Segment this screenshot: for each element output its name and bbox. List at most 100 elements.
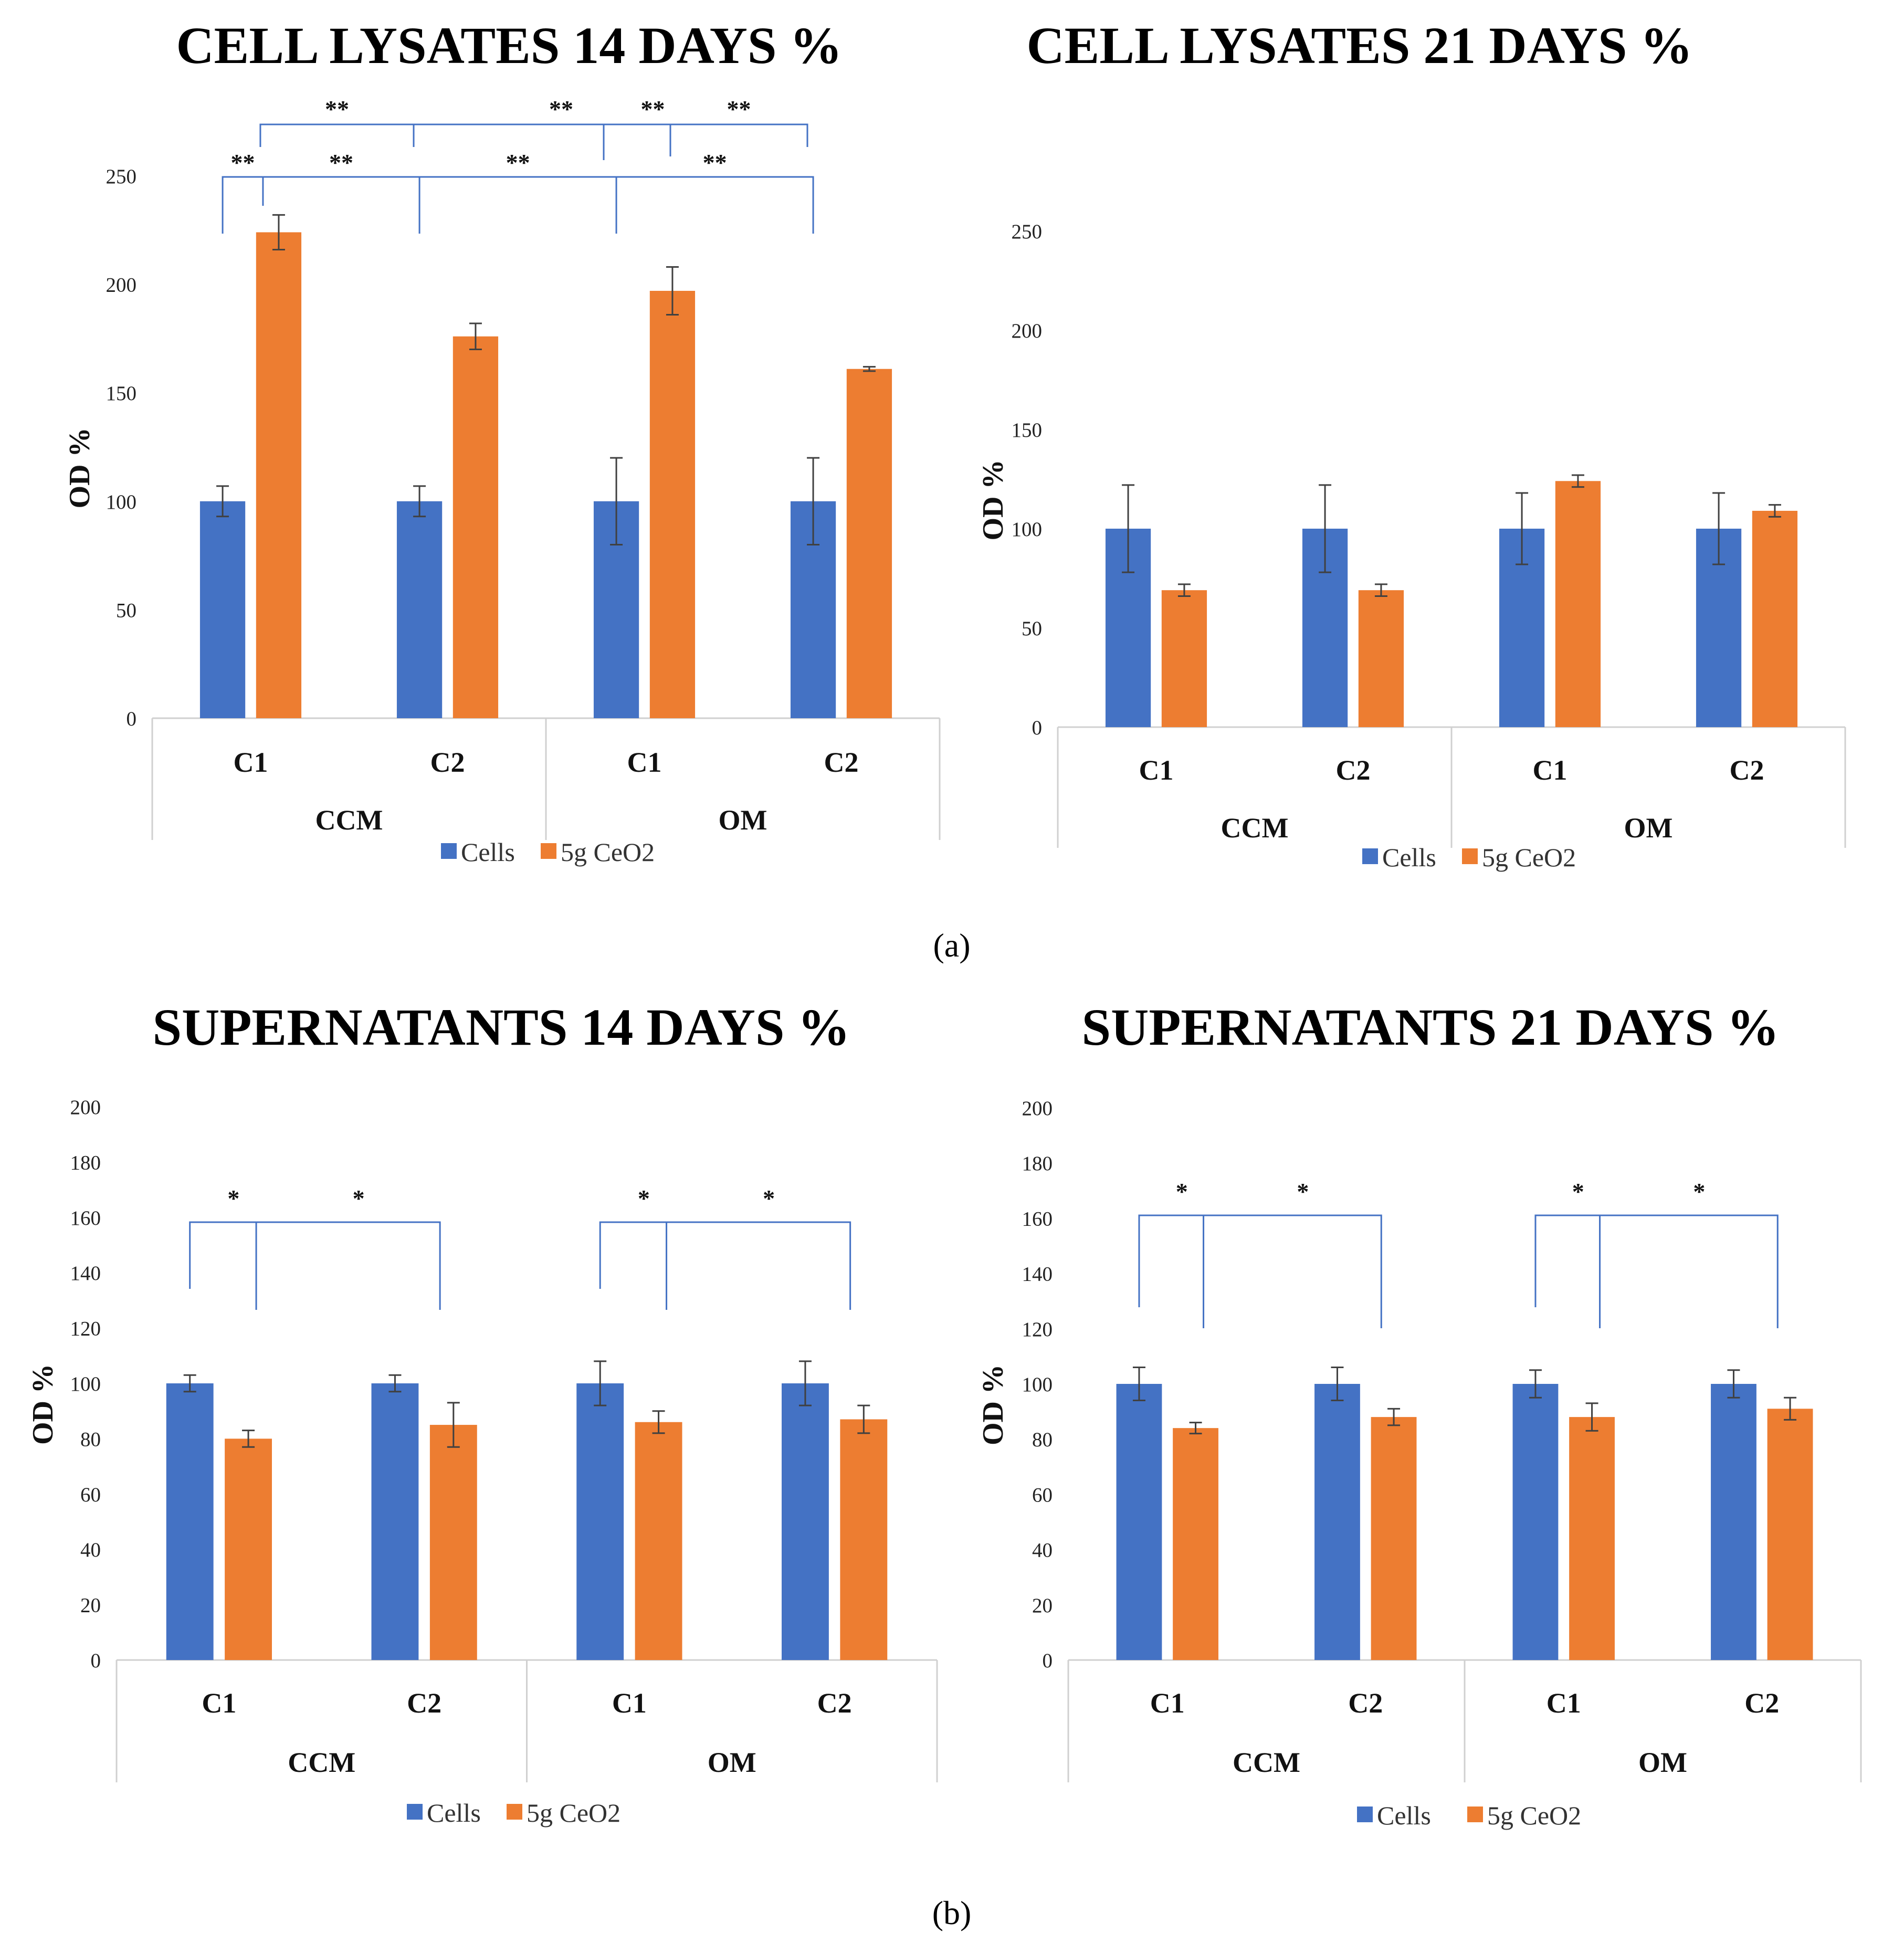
bar-cells-1 — [199, 501, 246, 718]
category-label: C1 — [627, 747, 662, 778]
legend-label: 5g CeO2 — [527, 1798, 620, 1828]
y-tick-label: 100 — [70, 1373, 101, 1395]
legend-swatch — [541, 843, 556, 859]
bar-ceo2-4 — [846, 369, 892, 718]
bar-cells-2 — [1314, 1384, 1360, 1660]
y-tick-label: 120 — [70, 1318, 101, 1340]
significance-mark: * — [763, 1185, 775, 1212]
y-tick-label: 0 — [91, 1650, 101, 1672]
y-tick-label: 250 — [106, 165, 137, 188]
bar-ceo2-2 — [1371, 1417, 1417, 1660]
category-label: C2 — [1730, 754, 1764, 786]
y-tick-label: 180 — [70, 1151, 101, 1174]
legend-swatch — [507, 1804, 522, 1820]
category-label: C1 — [1547, 1687, 1581, 1719]
category-label: C1 — [202, 1687, 236, 1719]
y-tick-label: 160 — [1022, 1207, 1053, 1230]
y-tick-label: 50 — [116, 599, 136, 622]
y-axis-label: OD % — [64, 428, 96, 509]
chart-4: SUPERNATANTS 21 DAYS % 0 20 40 60 80 100 120 140… — [977, 998, 1862, 1830]
significance-bracket — [189, 1221, 441, 1310]
bar-ceo2-2 — [1358, 590, 1404, 727]
y-tick-label: 200 — [70, 1096, 101, 1119]
y-tick-label: 160 — [70, 1207, 101, 1230]
y-tick-label: 80 — [80, 1428, 101, 1451]
significance-mark: * — [1693, 1178, 1705, 1205]
legend-label: 5g CeO2 — [561, 837, 655, 867]
bar-ceo2-3 — [1555, 481, 1601, 727]
bar-ceo2-4 — [840, 1419, 888, 1660]
bar-cells-3 — [1512, 1384, 1559, 1660]
group-label: CCM — [1233, 1747, 1300, 1778]
panel-label-a: (a) — [933, 927, 970, 964]
y-tick-label: 0 — [1043, 1650, 1053, 1672]
bar-ceo2-4 — [1752, 510, 1798, 727]
category-label: C2 — [1336, 754, 1371, 786]
bar-ceo2-2 — [453, 336, 499, 718]
chart-title: CELL LYSATES 14 DAYS % — [176, 16, 842, 75]
y-tick-label: 250 — [1012, 220, 1043, 243]
bar-ceo2-1 — [1161, 590, 1207, 727]
legend-swatch — [1362, 848, 1378, 864]
legend-swatch — [441, 843, 457, 859]
panel-label-b: (b) — [932, 1894, 972, 1931]
significance-mark: * — [1176, 1178, 1188, 1205]
bar-ceo2-1 — [256, 232, 302, 718]
y-tick-label: 0 — [127, 708, 137, 730]
category-label: C1 — [1139, 754, 1174, 786]
chart-title: SUPERNATANTS 14 DAYS % — [153, 998, 850, 1056]
y-tick-label: 100 — [1022, 1373, 1053, 1396]
category-label: C1 — [234, 747, 268, 778]
legend-swatch — [407, 1804, 423, 1820]
y-axis-label: OD % — [977, 1364, 1009, 1445]
chart-3: SUPERNATANTS 14 DAYS % 0 20 40 60 80 100 120 140… — [27, 998, 938, 1828]
y-tick-label: 200 — [106, 274, 137, 297]
chart-title: SUPERNATANTS 21 DAYS % — [1082, 998, 1780, 1056]
y-tick-label: 40 — [80, 1539, 101, 1561]
significance-mark: * — [1297, 1178, 1309, 1205]
legend-swatch — [1467, 1807, 1483, 1822]
bar-ceo2-3 — [1569, 1417, 1615, 1660]
y-tick-label: 60 — [80, 1484, 101, 1506]
legend-label: 5g CeO2 — [1482, 843, 1576, 872]
significance-bracket — [259, 123, 808, 147]
group-label: OM — [708, 1747, 756, 1778]
category-label: C1 — [1533, 754, 1568, 786]
significance-mark: ** — [231, 149, 255, 176]
category-label: C1 — [1150, 1687, 1185, 1719]
category-label: C2 — [1744, 1687, 1779, 1719]
category-label: C2 — [407, 1687, 441, 1719]
legend-label: Cells — [1382, 843, 1436, 872]
bar-cells-2 — [396, 501, 443, 718]
significance-bracket — [1138, 1214, 1382, 1328]
bar-cells-4 — [782, 1383, 829, 1660]
significance-mark: ** — [329, 149, 353, 176]
legend-label: 5g CeO2 — [1487, 1801, 1581, 1830]
y-tick-label: 0 — [1032, 717, 1043, 739]
bar-cells-3 — [576, 1383, 624, 1660]
category-label: C2 — [824, 747, 859, 778]
significance-mark: ** — [703, 149, 727, 176]
group-label: OM — [1624, 812, 1673, 844]
chart-2: CELL LYSATES 21 DAYS % 0 50 100 150 200 250 OD … — [977, 16, 1846, 872]
chart-title: CELL LYSATES 21 DAYS % — [1026, 16, 1692, 75]
group-label: OM — [1638, 1747, 1687, 1778]
y-tick-label: 100 — [1012, 518, 1043, 541]
y-tick-label: 20 — [80, 1594, 101, 1617]
significance-mark: ** — [549, 96, 573, 122]
y-axis-label: OD % — [27, 1364, 59, 1445]
charts-container: CELL LYSATES 14 DAYS %050100150200250OD … — [27, 16, 1862, 1830]
group-label: CCM — [1221, 812, 1289, 844]
significance-mark: ** — [641, 96, 665, 122]
y-tick-label: 200 — [1012, 320, 1043, 342]
category-label: C2 — [1348, 1687, 1383, 1719]
bar-ceo2-2 — [429, 1425, 477, 1660]
bar-ceo2-3 — [635, 1422, 682, 1660]
bar-cells-4 — [1711, 1384, 1756, 1660]
y-axis-label: OD % — [977, 460, 1009, 541]
y-tick-label: 200 — [1022, 1097, 1053, 1120]
group-label: OM — [719, 804, 767, 836]
chart-1: CELL LYSATES 14 DAYS % 0 50 100 150 200 250 OD … — [64, 16, 941, 867]
y-tick-label: 150 — [1012, 419, 1043, 442]
y-tick-label: 100 — [106, 491, 137, 513]
